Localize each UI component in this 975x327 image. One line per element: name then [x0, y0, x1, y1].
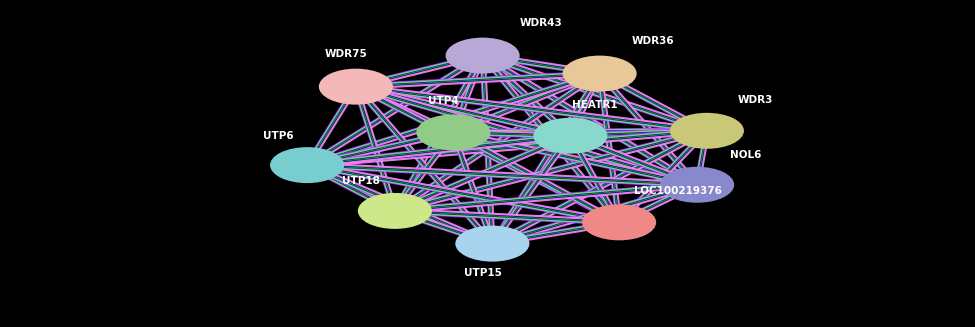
Ellipse shape	[455, 226, 529, 262]
Ellipse shape	[563, 56, 637, 92]
Ellipse shape	[416, 114, 490, 150]
Ellipse shape	[660, 167, 734, 203]
Text: WDR43: WDR43	[520, 18, 563, 28]
Text: WDR36: WDR36	[632, 36, 675, 46]
Text: NOL6: NOL6	[730, 150, 761, 160]
Text: UTP18: UTP18	[342, 176, 379, 185]
Text: HEATR1: HEATR1	[572, 100, 617, 110]
Ellipse shape	[533, 118, 607, 154]
Ellipse shape	[270, 147, 344, 183]
Ellipse shape	[670, 113, 744, 149]
Ellipse shape	[319, 69, 393, 105]
Text: WDR75: WDR75	[325, 49, 368, 59]
Text: UTP15: UTP15	[464, 268, 501, 278]
Text: WDR3: WDR3	[738, 95, 773, 105]
Text: UTP6: UTP6	[262, 131, 293, 141]
Ellipse shape	[358, 193, 432, 229]
Text: LOC100219376: LOC100219376	[634, 186, 722, 196]
Ellipse shape	[582, 204, 656, 240]
Text: UTP4: UTP4	[428, 96, 459, 106]
Ellipse shape	[446, 38, 520, 74]
